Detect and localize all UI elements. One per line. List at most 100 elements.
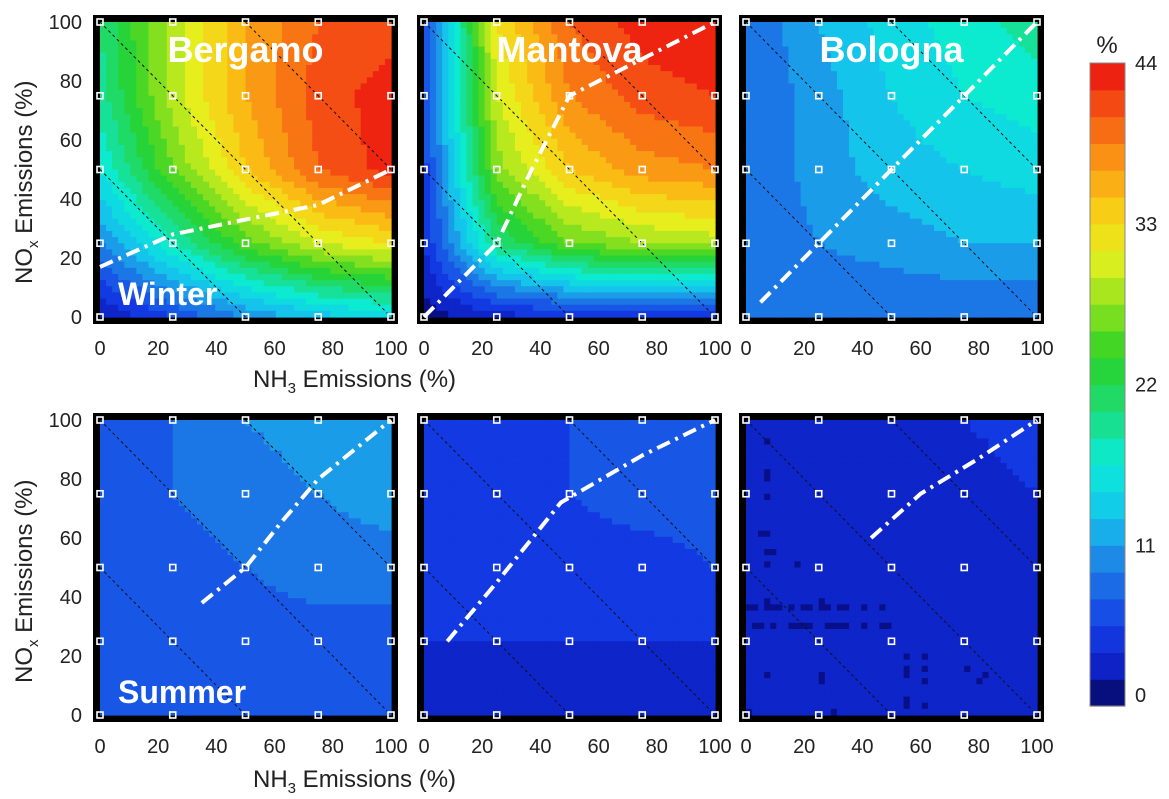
- contour-cell: [348, 77, 356, 85]
- contour-cell: [521, 273, 528, 281]
- contour-cell: [275, 157, 283, 164]
- contour-cell: [112, 40, 119, 48]
- contour-cell: [372, 126, 380, 134]
- contour-cell: [636, 194, 643, 201]
- contour-cell: [551, 169, 558, 177]
- contour-cell: [496, 230, 504, 238]
- contour-cell: [384, 126, 392, 134]
- contour-cell: [442, 46, 449, 54]
- contour-cell: [106, 292, 113, 300]
- contour-cell: [142, 261, 150, 269]
- contour-cell: [563, 230, 571, 238]
- contour-cell: [287, 151, 295, 158]
- contour-cell: [160, 40, 168, 48]
- contour-cell: [563, 273, 571, 281]
- contour-cell: [306, 58, 313, 66]
- contour-cell: [581, 224, 589, 232]
- contour-cell: [306, 273, 313, 281]
- contour-cell: [690, 249, 698, 257]
- contour-cell: [466, 292, 474, 300]
- contour-cell: [124, 132, 131, 140]
- contour-cell: [245, 224, 253, 232]
- contour-cell: [287, 200, 295, 207]
- contour-cell: [118, 249, 125, 257]
- contour-cell: [460, 83, 468, 91]
- contour-cell: [257, 298, 265, 306]
- contour-cell: [324, 261, 331, 269]
- simulation-point-marker: [387, 91, 395, 100]
- contour-cell: [136, 83, 144, 91]
- contour-cell: [318, 101, 325, 109]
- contour-cell: [502, 280, 510, 287]
- contour-cell: [545, 267, 552, 275]
- contour-cell: [545, 187, 552, 195]
- contour-cell: [330, 298, 338, 306]
- contour-cell: [472, 237, 480, 244]
- contour-cell: [624, 298, 631, 306]
- contour-cell: [624, 194, 631, 201]
- contour-cell: [460, 28, 468, 35]
- contour-cell: [648, 181, 655, 189]
- contour-cell: [221, 126, 228, 134]
- contour-cell: [442, 83, 449, 91]
- contour-cell: [136, 40, 144, 48]
- contour-cell: [855, 34, 862, 42]
- contour-cell: [384, 157, 392, 164]
- contour-cell: [148, 206, 156, 214]
- contour-cell: [136, 310, 144, 318]
- contour-cell: [384, 28, 392, 35]
- contour-cell: [124, 126, 131, 134]
- contour-cell: [239, 101, 247, 109]
- contour-cell: [430, 52, 437, 60]
- contour-cell: [112, 46, 119, 54]
- contour-cell: [154, 95, 162, 103]
- contour-cell: [605, 255, 613, 263]
- contour-cell: [130, 114, 137, 121]
- contour-cell: [178, 138, 186, 146]
- contour-cell: [454, 95, 461, 103]
- contour-cell: [593, 71, 601, 78]
- contour-cell: [233, 151, 241, 158]
- contour-cell: [539, 212, 546, 220]
- contour-cell: [533, 243, 540, 250]
- contour-cell: [502, 95, 510, 103]
- contour-cell: [690, 194, 698, 201]
- contour-cell: [521, 157, 528, 164]
- contour-cell: [454, 273, 461, 281]
- contour-cell: [484, 138, 492, 146]
- contour-cell: [184, 286, 192, 294]
- contour-cell: [460, 304, 468, 312]
- contour-cell: [245, 261, 253, 269]
- contour-cell: [166, 52, 174, 60]
- contour-cell: [245, 138, 253, 146]
- contour-cell: [557, 83, 565, 91]
- contour-cell: [300, 46, 307, 54]
- contour-cell: [197, 83, 204, 91]
- contour-cell: [678, 212, 686, 220]
- contour-cell: [372, 224, 380, 232]
- contour-cell: [324, 200, 331, 207]
- contour-cell: [708, 255, 716, 263]
- contour-cell: [287, 187, 295, 195]
- contour-cell: [696, 157, 704, 164]
- contour-cell: [245, 298, 253, 306]
- contour-cell: [478, 144, 486, 152]
- contour-cell: [287, 89, 295, 97]
- contour-cell: [921, 46, 929, 54]
- contour-cell: [484, 151, 492, 158]
- contour-cell: [190, 200, 198, 207]
- contour-cell: [287, 95, 295, 103]
- contour-cell: [306, 187, 313, 195]
- contour-cell: [684, 218, 692, 226]
- contour-cell: [502, 144, 510, 152]
- contour-cell: [372, 230, 380, 238]
- contour-cell: [251, 200, 259, 207]
- contour-cell: [605, 132, 613, 140]
- contour-cell: [142, 132, 150, 140]
- contour-cell: [148, 237, 156, 244]
- contour-cell: [557, 181, 565, 189]
- contour-cell: [654, 22, 662, 29]
- contour-cell: [190, 298, 198, 306]
- contour-cell: [448, 132, 455, 140]
- contour-cell: [618, 280, 625, 287]
